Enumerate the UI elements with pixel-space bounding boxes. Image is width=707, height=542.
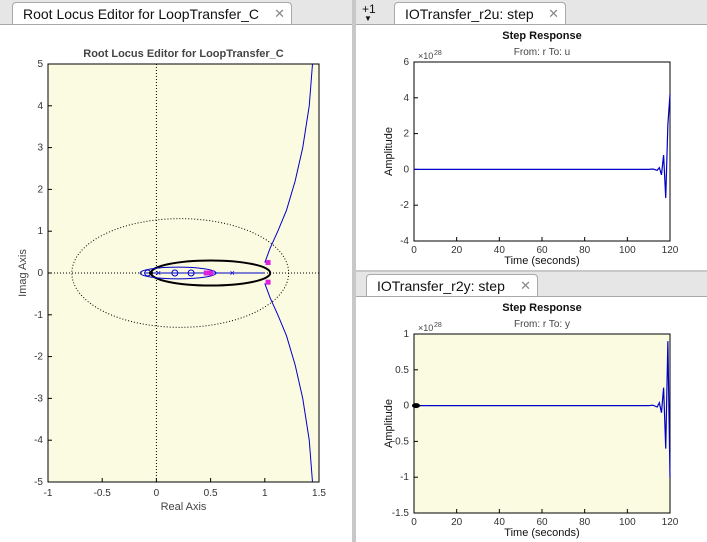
x-tick-label: 120 xyxy=(662,245,679,256)
y-tick-label: -1.5 xyxy=(392,508,410,519)
plot-area xyxy=(413,333,671,514)
y-tick-label: 2 xyxy=(403,129,409,140)
x-axis-label: Time (seconds) xyxy=(504,527,579,539)
tab-label: IOTransfer_r2u: step xyxy=(405,6,534,22)
x-tick-label: 100 xyxy=(619,245,636,256)
tab-overflow-button[interactable]: +1 ▼ xyxy=(362,2,376,23)
y-tick-label: 1 xyxy=(37,226,43,237)
closed-loop-pole xyxy=(203,270,209,276)
open-loop-zero xyxy=(187,269,195,277)
close-icon[interactable]: ✕ xyxy=(548,6,559,21)
y-tick-label: 6 xyxy=(403,57,409,68)
y-tick-label: 0.5 xyxy=(395,365,409,376)
tab-label: IOTransfer_r2y: step xyxy=(377,278,505,294)
initial-value-marker xyxy=(412,403,420,409)
x-tick-label: 0 xyxy=(411,245,417,256)
y-tick-label: 0 xyxy=(403,401,409,412)
x-axis-label: Real Axis xyxy=(161,501,207,513)
chart-title: Step Response xyxy=(502,302,581,314)
x-tick-label: 0 xyxy=(411,517,417,528)
chart-title: Root Locus Editor for LoopTransfer_C xyxy=(83,48,284,60)
y-tick-label: 4 xyxy=(37,101,43,112)
x-tick-label: 80 xyxy=(579,245,591,256)
x-tick-label: 1.5 xyxy=(312,488,326,499)
y-tick-label: 2 xyxy=(37,184,43,195)
x-tick-label: 0 xyxy=(154,488,160,499)
step-response-y-plot[interactable]: Step Response From: r To: y ×10 28 Time (sec… xyxy=(356,296,707,542)
vertical-splitter[interactable] xyxy=(352,0,356,542)
tab-iotransfer-r2y[interactable]: IOTransfer_r2y: step ✕ xyxy=(366,274,538,296)
chevron-down-icon: ▼ xyxy=(364,14,372,23)
y-axis-label: Amplitude xyxy=(383,127,395,176)
y-axis-label: Imag Axis xyxy=(17,249,29,297)
y-tick-label: 0 xyxy=(37,268,43,279)
y-tick-label: -1 xyxy=(400,472,409,483)
x-axis-label: Time (seconds) xyxy=(504,255,579,267)
tab-label: Root Locus Editor for LoopTransfer_C xyxy=(23,6,260,22)
tab-root-locus-editor[interactable]: Root Locus Editor for LoopTransfer_C ✕ xyxy=(12,2,292,24)
y-tick-label: 3 xyxy=(37,143,43,154)
chart-subtitle: From: r To: u xyxy=(514,47,571,58)
x-tick-label: 0.5 xyxy=(204,488,218,499)
step-response-u-plot[interactable]: Step Response From: r To: u ×10 28 Time (sec… xyxy=(356,24,707,270)
tab-iotransfer-r2u[interactable]: IOTransfer_r2u: step ✕ xyxy=(394,2,566,24)
x-tick-label: 60 xyxy=(536,517,548,528)
response-line xyxy=(414,94,671,199)
y-tick-label: -1 xyxy=(34,310,43,321)
x-tick-label: 80 xyxy=(579,517,591,528)
y-tick-label: -5 xyxy=(34,477,43,488)
x-tick-label: 20 xyxy=(451,245,463,256)
design-constraint-ellipse xyxy=(71,218,290,328)
y-tick-label: 0 xyxy=(403,164,409,175)
y-tick-label: -4 xyxy=(34,435,43,446)
x-tick-label: 20 xyxy=(451,517,463,528)
x-tick-label: 120 xyxy=(662,517,679,528)
y-tick-label: 5 xyxy=(37,59,43,70)
y-tick-label: 1 xyxy=(403,329,409,340)
exponent-label: ×10 xyxy=(418,323,433,333)
close-icon[interactable]: ✕ xyxy=(274,6,285,21)
chart-subtitle: From: r To: y xyxy=(514,319,570,330)
closed-loop-pole xyxy=(265,279,271,285)
exponent-value: 28 xyxy=(434,50,442,57)
close-icon[interactable]: ✕ xyxy=(520,278,531,293)
x-tick-label: 100 xyxy=(619,517,636,528)
y-tick-label: -2 xyxy=(400,200,409,211)
open-loop-pole: × xyxy=(156,268,161,278)
y-tick-label: -4 xyxy=(400,236,409,247)
plot-area xyxy=(413,61,671,242)
closed-loop-pole xyxy=(265,260,271,266)
locus-branch xyxy=(264,283,313,483)
x-tick-label: -0.5 xyxy=(94,488,112,499)
horizontal-splitter[interactable] xyxy=(356,270,707,272)
locus-branch xyxy=(264,63,313,263)
open-loop-pole: × xyxy=(230,268,235,278)
closed-loop-pole xyxy=(208,270,214,276)
response-line xyxy=(414,341,671,478)
y-axis-label: Amplitude xyxy=(383,399,395,448)
open-loop-zero xyxy=(171,269,179,277)
root-locus-panel: Root Locus Editor for LoopTransfer_C ✕ R… xyxy=(0,0,352,542)
x-tick-label: -1 xyxy=(44,488,53,499)
exponent-value: 28 xyxy=(434,322,442,329)
exponent-label: ×10 xyxy=(418,51,433,61)
y-tick-label: -2 xyxy=(34,352,43,363)
step-response-u-panel: +1 ▼ IOTransfer_r2u: step ✕ Step Respons… xyxy=(356,0,707,270)
x-tick-label: 40 xyxy=(494,245,506,256)
y-tick-label: -0.5 xyxy=(392,436,410,447)
chart-title: Step Response xyxy=(502,30,581,42)
y-tick-label: 4 xyxy=(403,93,409,104)
open-loop-pole-dot xyxy=(148,271,153,275)
x-tick-label: 1 xyxy=(262,488,268,499)
step-response-y-panel: IOTransfer_r2y: step ✕ Step Response From… xyxy=(356,272,707,542)
x-tick-label: 40 xyxy=(494,517,506,528)
x-tick-label: 60 xyxy=(536,245,548,256)
root-locus-plot[interactable]: Root Locus Editor for LoopTransfer_C Real… xyxy=(0,24,352,542)
y-tick-label: -3 xyxy=(34,393,43,404)
